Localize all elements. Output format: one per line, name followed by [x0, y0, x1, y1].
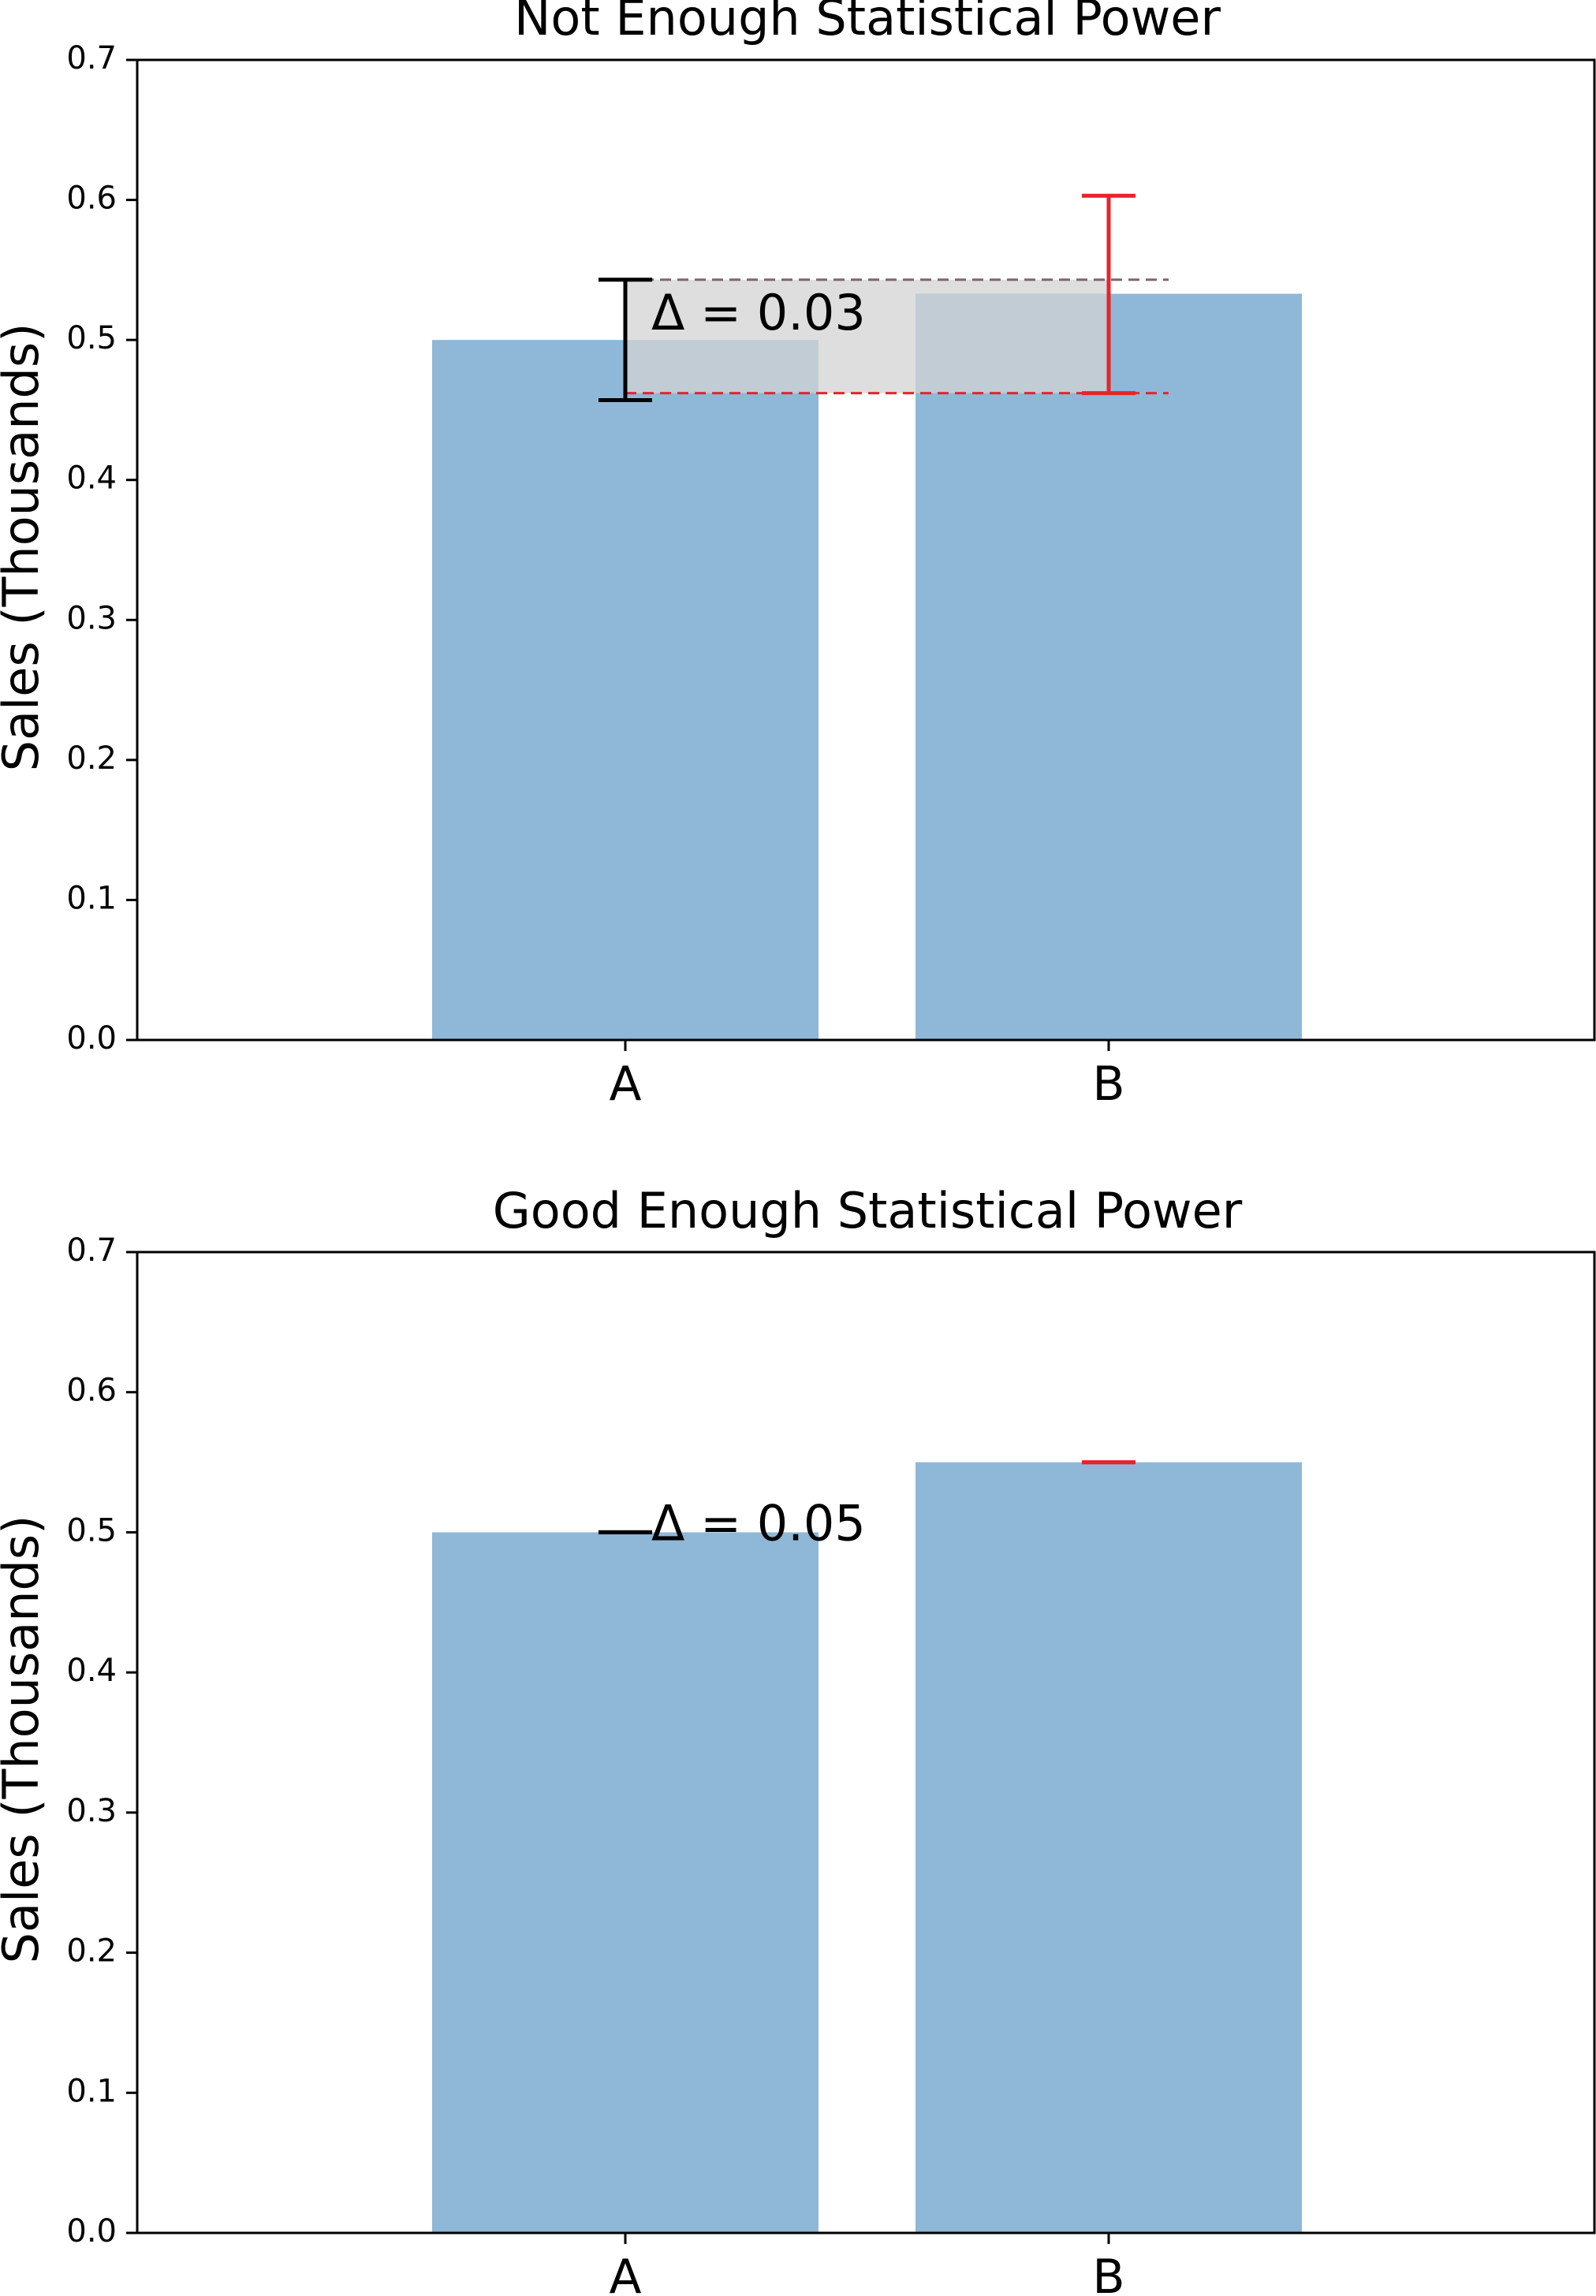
y-tick-label: 0.5 [66, 320, 117, 356]
x-tick-label: B [1092, 1057, 1124, 1112]
y-tick-label: 0.0 [66, 2213, 117, 2249]
y-tick-label: 0.3 [66, 600, 117, 636]
y-axis-label: Sales (Thousands) [0, 323, 50, 772]
y-tick-label: 0.6 [66, 1373, 117, 1409]
bar-b [915, 1462, 1302, 2233]
y-tick-label: 0.6 [66, 181, 117, 217]
bar-b [915, 293, 1302, 1040]
plot-frame [136, 58, 1596, 1042]
chart-panel-bottom: Good Enough Statistical Power Sales (Tho… [0, 1182, 1596, 2296]
chart-panel-top: Not Enough Statistical Power Sales (Thou… [0, 0, 1596, 1112]
y-tick-label: 0.5 [66, 1512, 117, 1549]
y-tick-label: 0.7 [66, 40, 117, 76]
bar-a [432, 340, 819, 1041]
chart-title: Not Enough Statistical Power [514, 0, 1221, 47]
x-tick-label: A [609, 1057, 641, 1112]
y-tick-label: 0.1 [66, 2073, 117, 2109]
y-tick-label: 0.4 [66, 1653, 117, 1689]
chart-title: Good Enough Statistical Power [493, 1182, 1243, 1239]
difference-band [625, 279, 1109, 393]
y-tick-label: 0.3 [66, 1793, 117, 1829]
y-tick-label: 0.7 [66, 1232, 117, 1269]
y-tick-label: 0.0 [66, 1020, 117, 1057]
y-tick-label: 0.4 [66, 460, 117, 497]
y-tick-label: 0.2 [66, 740, 117, 777]
y-tick-label: 0.2 [66, 1933, 117, 1970]
delta-annotation: Δ = 0.03 [651, 284, 866, 341]
bar-a [432, 1532, 819, 2233]
y-tick-label: 0.1 [66, 880, 117, 916]
y-axis-label: Sales (Thousands) [0, 1515, 50, 1964]
x-tick-label: A [609, 2249, 641, 2296]
plot-frame [136, 1250, 1596, 2234]
delta-annotation: Δ = 0.05 [651, 1494, 866, 1552]
x-tick-label: B [1092, 2249, 1124, 2296]
